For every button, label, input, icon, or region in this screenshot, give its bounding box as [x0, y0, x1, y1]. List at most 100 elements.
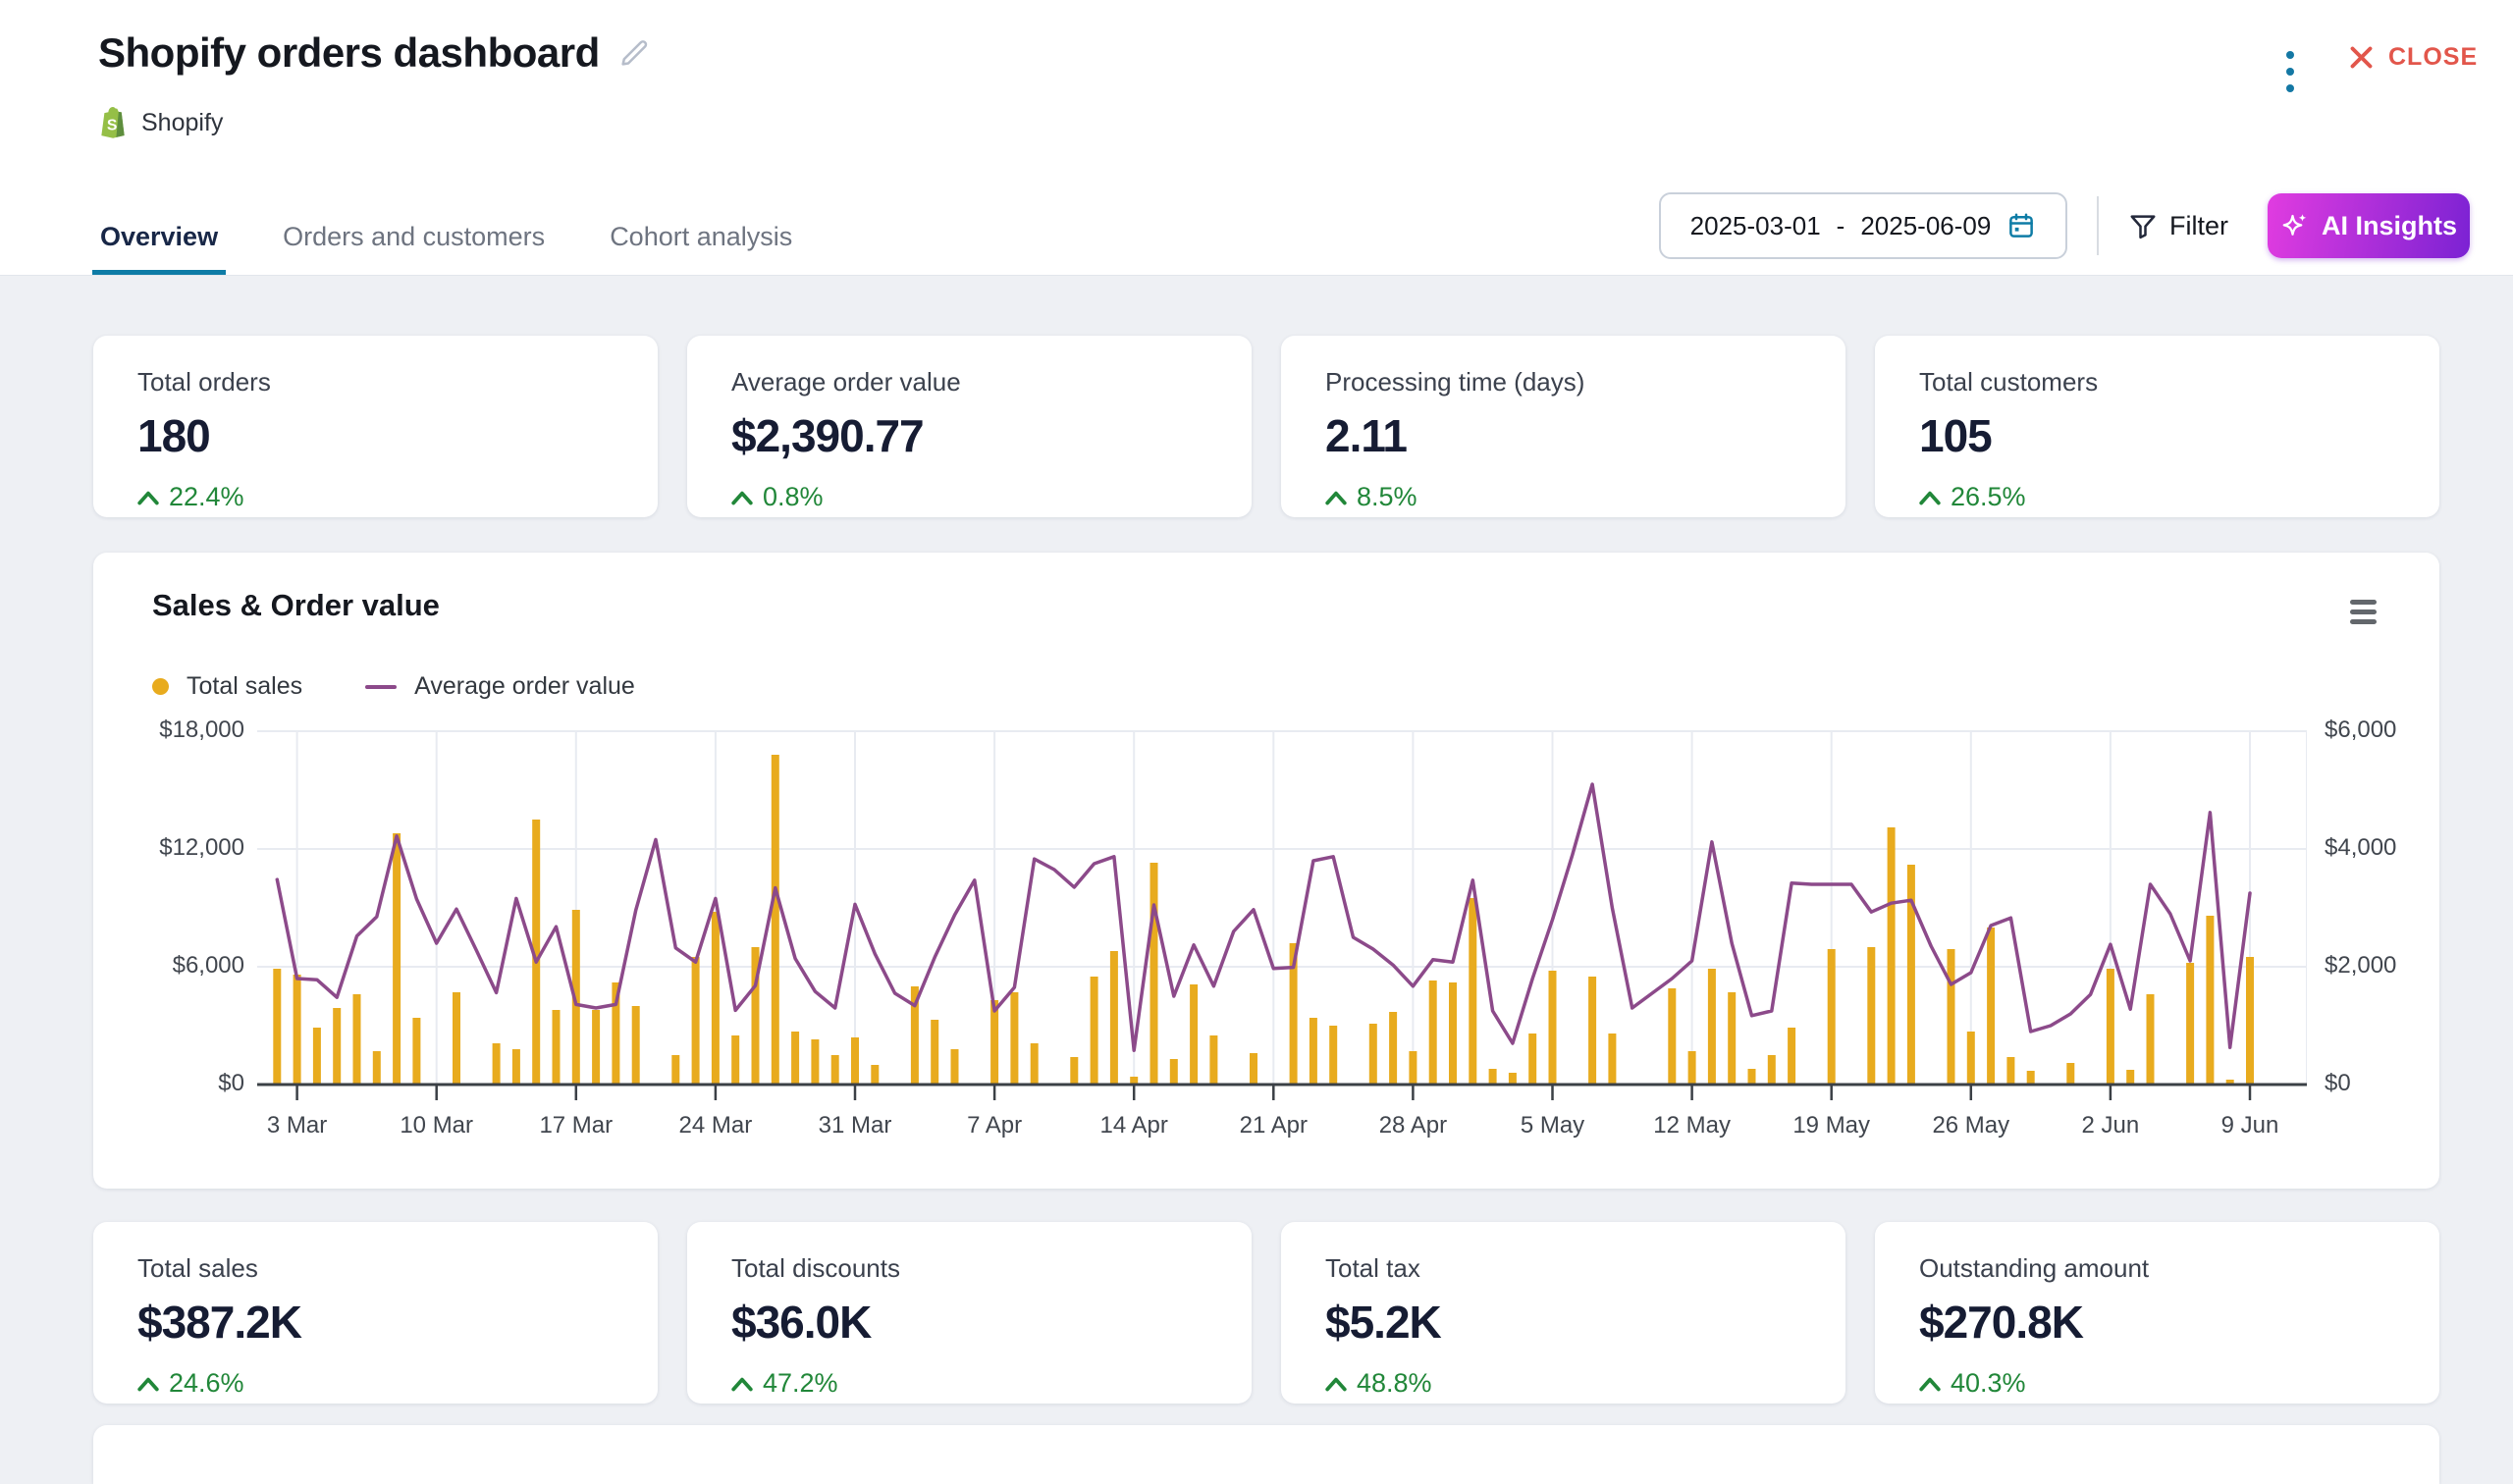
- kpi-label: Total discounts: [731, 1253, 900, 1283]
- chart-bar: [2146, 994, 2155, 1085]
- tab-orders-and-customers[interactable]: Orders and customers: [283, 222, 546, 251]
- kpi-card-total-sales: Total sales $387.2K 24.6%: [93, 1222, 658, 1404]
- kpi-value: $36.0K: [731, 1297, 872, 1348]
- source-label: Shopify: [141, 108, 224, 136]
- kpi-label: Outstanding amount: [1919, 1253, 2150, 1283]
- chart-bar: [2066, 1063, 2075, 1085]
- chart-bar: [1190, 984, 1199, 1085]
- chart-bar: [492, 1043, 501, 1085]
- toolbar-divider: [2097, 196, 2099, 255]
- x-axis-label: 17 Mar: [539, 1112, 614, 1139]
- y-axis-label-right: $0: [2325, 1070, 2351, 1096]
- chart-bar: [1788, 1028, 1796, 1085]
- kpi-delta: 22.4%: [137, 482, 658, 512]
- x-axis-label: 3 Mar: [266, 1112, 328, 1139]
- chart-title: Sales & Order value: [152, 588, 440, 622]
- kpi-delta: 24.6%: [137, 1368, 658, 1399]
- chart-bar: [1687, 1051, 1696, 1085]
- kpi-delta: 47.2%: [731, 1368, 1252, 1399]
- edit-title-icon[interactable]: [617, 36, 651, 70]
- chart-bar: [1508, 1073, 1517, 1085]
- chart-bar: [333, 1008, 342, 1085]
- chart-bar: [1090, 977, 1098, 1085]
- kpi-label: Total tax: [1325, 1253, 1420, 1283]
- chart-bar: [2026, 1071, 2035, 1085]
- kpi-card-total-discounts: Total discounts $36.0K 47.2%: [687, 1222, 1252, 1404]
- legend-total-sales-label[interactable]: Total sales: [187, 672, 303, 700]
- date-range-picker[interactable]: 2025-03-01 - 2025-06-09: [1659, 192, 2067, 259]
- y-axis-label-left: $0: [218, 1070, 244, 1096]
- trend-up-icon: [1325, 1377, 1347, 1391]
- chart-bar: [711, 912, 720, 1085]
- source-row: S Shopify: [98, 106, 223, 139]
- svg-text:S: S: [107, 117, 118, 133]
- y-axis-label-right: $6,000: [2325, 716, 2397, 743]
- kpi-delta: 48.8%: [1325, 1368, 1845, 1399]
- chart-bar: [2206, 916, 2215, 1085]
- chart-bar: [1030, 1043, 1039, 1085]
- chart-bar: [1250, 1053, 1257, 1085]
- chart-bar: [1389, 1012, 1398, 1085]
- ai-insights-label: AI Insights: [2321, 210, 2457, 240]
- chart-bar: [612, 982, 620, 1085]
- legend-total-sales-marker: [152, 678, 169, 695]
- chart-bar: [1469, 898, 1477, 1085]
- kpi-card-processing-time: Processing time (days) 2.11 8.5%: [1281, 336, 1845, 517]
- chart-bar: [691, 957, 700, 1085]
- chart-bar: [571, 910, 580, 1085]
- trend-up-icon: [1325, 491, 1347, 504]
- kpi-value: 105: [1919, 410, 1993, 461]
- date-end: 2025-06-09: [1860, 210, 1992, 240]
- chart-bar: [1966, 1032, 1975, 1085]
- kpi-label: Average order value: [731, 367, 961, 397]
- legend-average-order-value-label[interactable]: Average order value: [414, 672, 635, 700]
- chart-svg: [257, 730, 2307, 1100]
- filter-button[interactable]: Filter: [2128, 198, 2228, 253]
- chart-bar: [2225, 1080, 2234, 1085]
- ai-insights-button[interactable]: AI Insights: [2268, 193, 2470, 258]
- trend-up-icon: [137, 1377, 159, 1391]
- trend-up-icon: [731, 1377, 753, 1391]
- x-axis-label: 28 Apr: [1378, 1112, 1448, 1139]
- chart-bar: [851, 1037, 859, 1085]
- chart-bar: [791, 1032, 800, 1085]
- x-axis-label: 12 May: [1653, 1112, 1731, 1139]
- trend-up-icon: [137, 491, 159, 504]
- chart-bar: [910, 986, 919, 1085]
- chart-bar: [273, 969, 282, 1085]
- kpi-card-total-customers: Total customers 105 26.5%: [1875, 336, 2439, 517]
- trend-up-icon: [1919, 491, 1941, 504]
- tab-cohort-analysis[interactable]: Cohort analysis: [610, 222, 793, 251]
- kpi-label: Total orders: [137, 367, 271, 397]
- chart-bar: [1368, 1024, 1377, 1085]
- y-axis-label-left: $6,000: [172, 952, 244, 979]
- kpi-card-total-orders: Total orders 180 22.4%: [93, 336, 658, 517]
- chart-bar: [312, 1028, 321, 1085]
- kpi-label: Total customers: [1919, 367, 2099, 397]
- y-axis-label-left: $18,000: [159, 716, 244, 743]
- chart-bar: [1449, 982, 1457, 1085]
- x-axis-label: 24 Mar: [678, 1112, 753, 1139]
- legend-average-order-value-marker: [365, 684, 398, 689]
- chart-bar: [811, 1039, 820, 1085]
- chart-bar: [871, 1065, 880, 1085]
- chart-bar: [293, 975, 301, 1085]
- kpi-value: 2.11: [1325, 410, 1408, 461]
- chart-bar: [1887, 827, 1896, 1085]
- kpi-delta: 26.5%: [1919, 482, 2439, 512]
- chart-bar: [1528, 1034, 1537, 1085]
- date-separator: -: [1836, 210, 1845, 240]
- calendar-icon: [2006, 211, 2036, 240]
- chart-bar: [1309, 1018, 1317, 1085]
- chart-legend: Total sales Average order value: [152, 672, 635, 701]
- chart-bar: [2246, 957, 2254, 1085]
- chart-bar: [931, 1020, 939, 1085]
- kpi-delta: 40.3%: [1919, 1368, 2439, 1399]
- date-start: 2025-03-01: [1689, 210, 1821, 240]
- more-options-button[interactable]: [2275, 41, 2305, 102]
- close-button[interactable]: CLOSE: [2348, 43, 2478, 72]
- tab-overview[interactable]: Overview: [91, 214, 227, 275]
- chart-menu-button[interactable]: [2343, 594, 2382, 629]
- chart-bar: [412, 1018, 421, 1085]
- chart-bar: [830, 1055, 839, 1085]
